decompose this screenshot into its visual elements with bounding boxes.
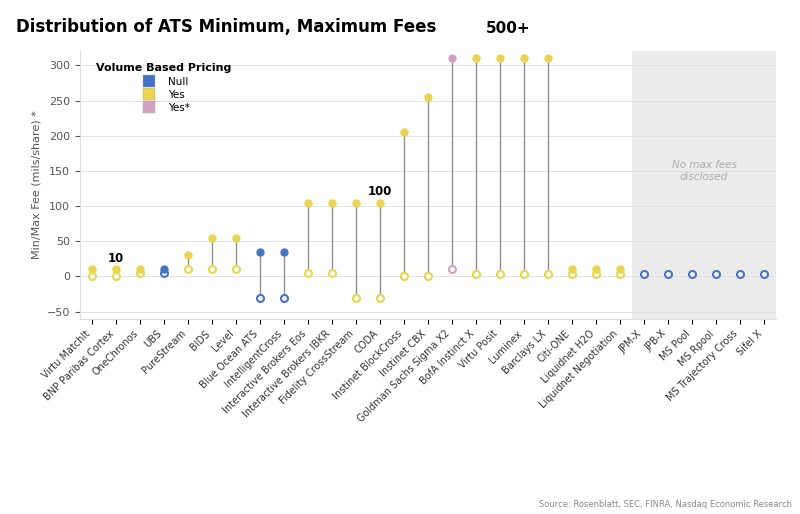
Text: Source: Rosenblatt, SEC, FINRA, Nasdaq Economic Research: Source: Rosenblatt, SEC, FINRA, Nasdaq E… xyxy=(539,500,792,509)
Text: No max fees
disclosed: No max fees disclosed xyxy=(671,160,737,182)
Legend: Null, Yes, Yes*: Null, Yes, Yes* xyxy=(92,59,236,117)
Text: Distribution of ATS Minimum, Maximum Fees: Distribution of ATS Minimum, Maximum Fee… xyxy=(16,18,436,36)
Text: 10: 10 xyxy=(108,252,124,265)
Text: 500+: 500+ xyxy=(486,21,530,36)
Bar xyxy=(632,51,776,319)
Y-axis label: Min/Max Fee (mils/share) *: Min/Max Fee (mils/share) * xyxy=(31,111,42,260)
Text: 100: 100 xyxy=(368,186,392,198)
